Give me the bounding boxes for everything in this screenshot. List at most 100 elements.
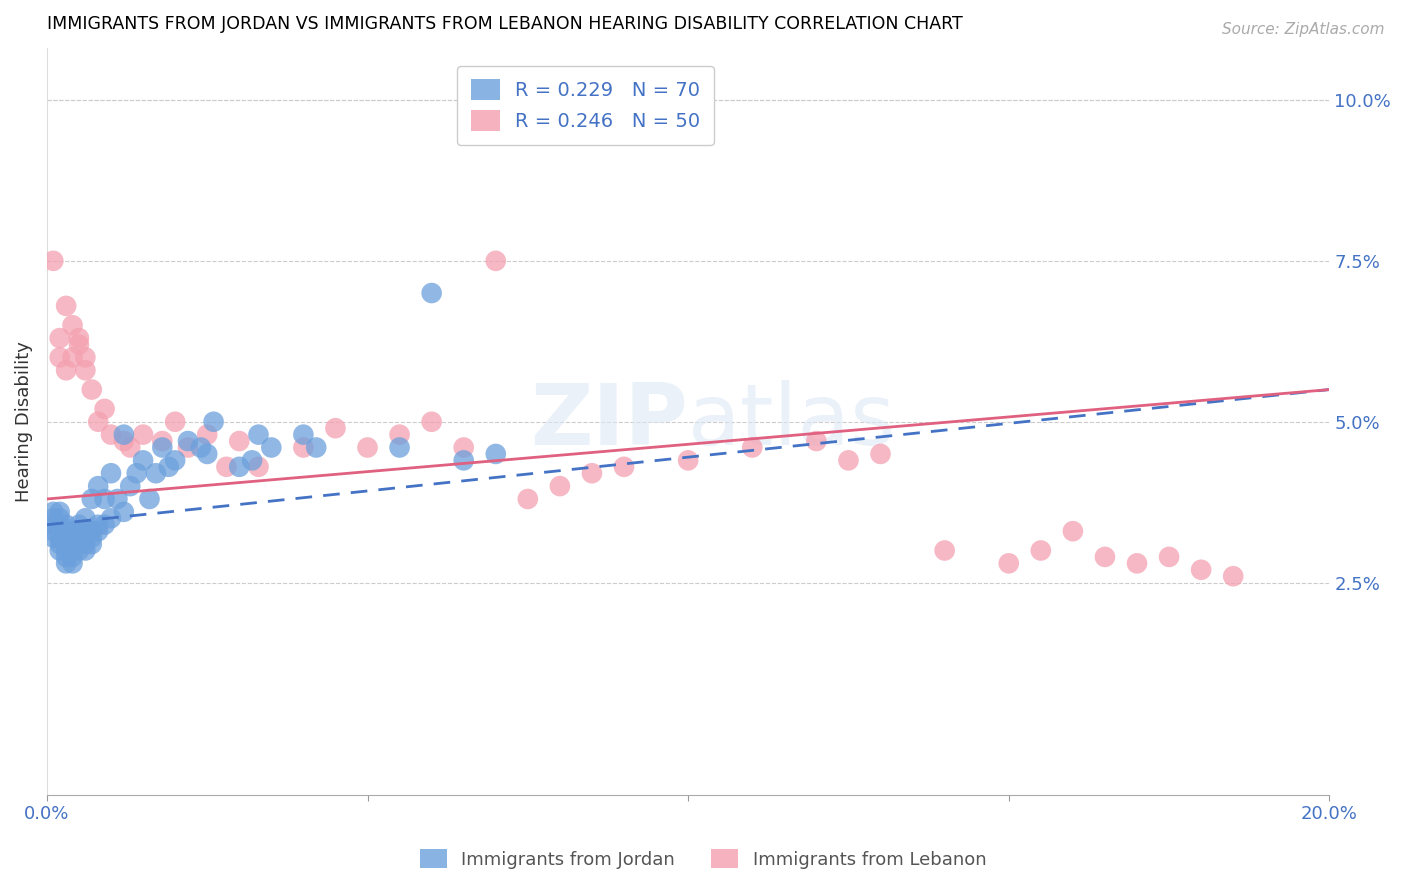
Point [837,453,859,467]
Point [1126,557,1149,571]
Point [613,459,636,474]
Point [42,511,65,525]
Point [177,441,200,455]
Point [388,427,411,442]
Point [581,467,603,481]
Point [42,517,65,532]
Point [67,517,90,532]
Point [80,531,103,545]
Point [485,447,508,461]
Point [125,467,148,481]
Point [93,517,115,532]
Point [388,441,411,455]
Y-axis label: Hearing Disability: Hearing Disability [15,342,32,502]
Point [42,531,65,545]
Point [55,537,77,551]
Point [67,337,90,351]
Point [120,479,142,493]
Point [87,479,110,493]
Point [75,543,97,558]
Point [75,351,97,365]
Point [112,434,135,448]
Point [87,517,110,532]
Point [48,537,70,551]
Point [42,505,65,519]
Point [676,453,699,467]
Point [997,557,1019,571]
Point [80,537,103,551]
Point [100,511,122,525]
Point [150,434,173,448]
Point [260,441,283,455]
Point [62,351,84,365]
Point [157,459,180,474]
Point [55,543,77,558]
Point [112,505,135,519]
Point [55,299,77,313]
Point [132,427,155,442]
Point [48,505,70,519]
Point [62,543,84,558]
Point [80,524,103,538]
Point [48,543,70,558]
Point [100,467,122,481]
Point [48,524,70,538]
Point [325,421,347,435]
Point [48,351,70,365]
Point [62,318,84,333]
Point [100,427,122,442]
Point [934,543,956,558]
Point [292,441,315,455]
Point [87,415,110,429]
Point [48,517,70,532]
Point [190,441,212,455]
Point [107,491,129,506]
Point [741,441,763,455]
Point [67,524,90,538]
Point [62,557,84,571]
Point [55,557,77,571]
Point [132,453,155,467]
Point [48,511,70,525]
Point [305,441,328,455]
Point [138,491,160,506]
Legend: R = 0.229   N = 70, R = 0.246   N = 50: R = 0.229 N = 70, R = 0.246 N = 50 [457,66,714,145]
Point [62,531,84,545]
Point [228,434,250,448]
Text: ZIP: ZIP [530,380,688,463]
Point [806,434,828,448]
Point [42,524,65,538]
Point [75,363,97,377]
Point [67,537,90,551]
Point [67,531,90,545]
Point [165,415,187,429]
Point [80,491,103,506]
Point [55,363,77,377]
Point [62,537,84,551]
Point [548,479,571,493]
Point [247,459,270,474]
Point [485,253,508,268]
Point [195,447,218,461]
Point [48,331,70,345]
Point [62,549,84,564]
Point [869,447,891,461]
Point [62,524,84,538]
Point [150,441,173,455]
Point [202,415,225,429]
Point [1062,524,1084,538]
Point [1094,549,1116,564]
Point [240,453,263,467]
Point [120,441,142,455]
Point [55,517,77,532]
Point [93,401,115,416]
Point [1222,569,1244,583]
Point [48,531,70,545]
Point [75,511,97,525]
Point [42,253,65,268]
Text: IMMIGRANTS FROM JORDAN VS IMMIGRANTS FROM LEBANON HEARING DISABILITY CORRELATION: IMMIGRANTS FROM JORDAN VS IMMIGRANTS FRO… [46,15,963,33]
Point [228,459,250,474]
Point [55,524,77,538]
Point [55,531,77,545]
Point [145,467,167,481]
